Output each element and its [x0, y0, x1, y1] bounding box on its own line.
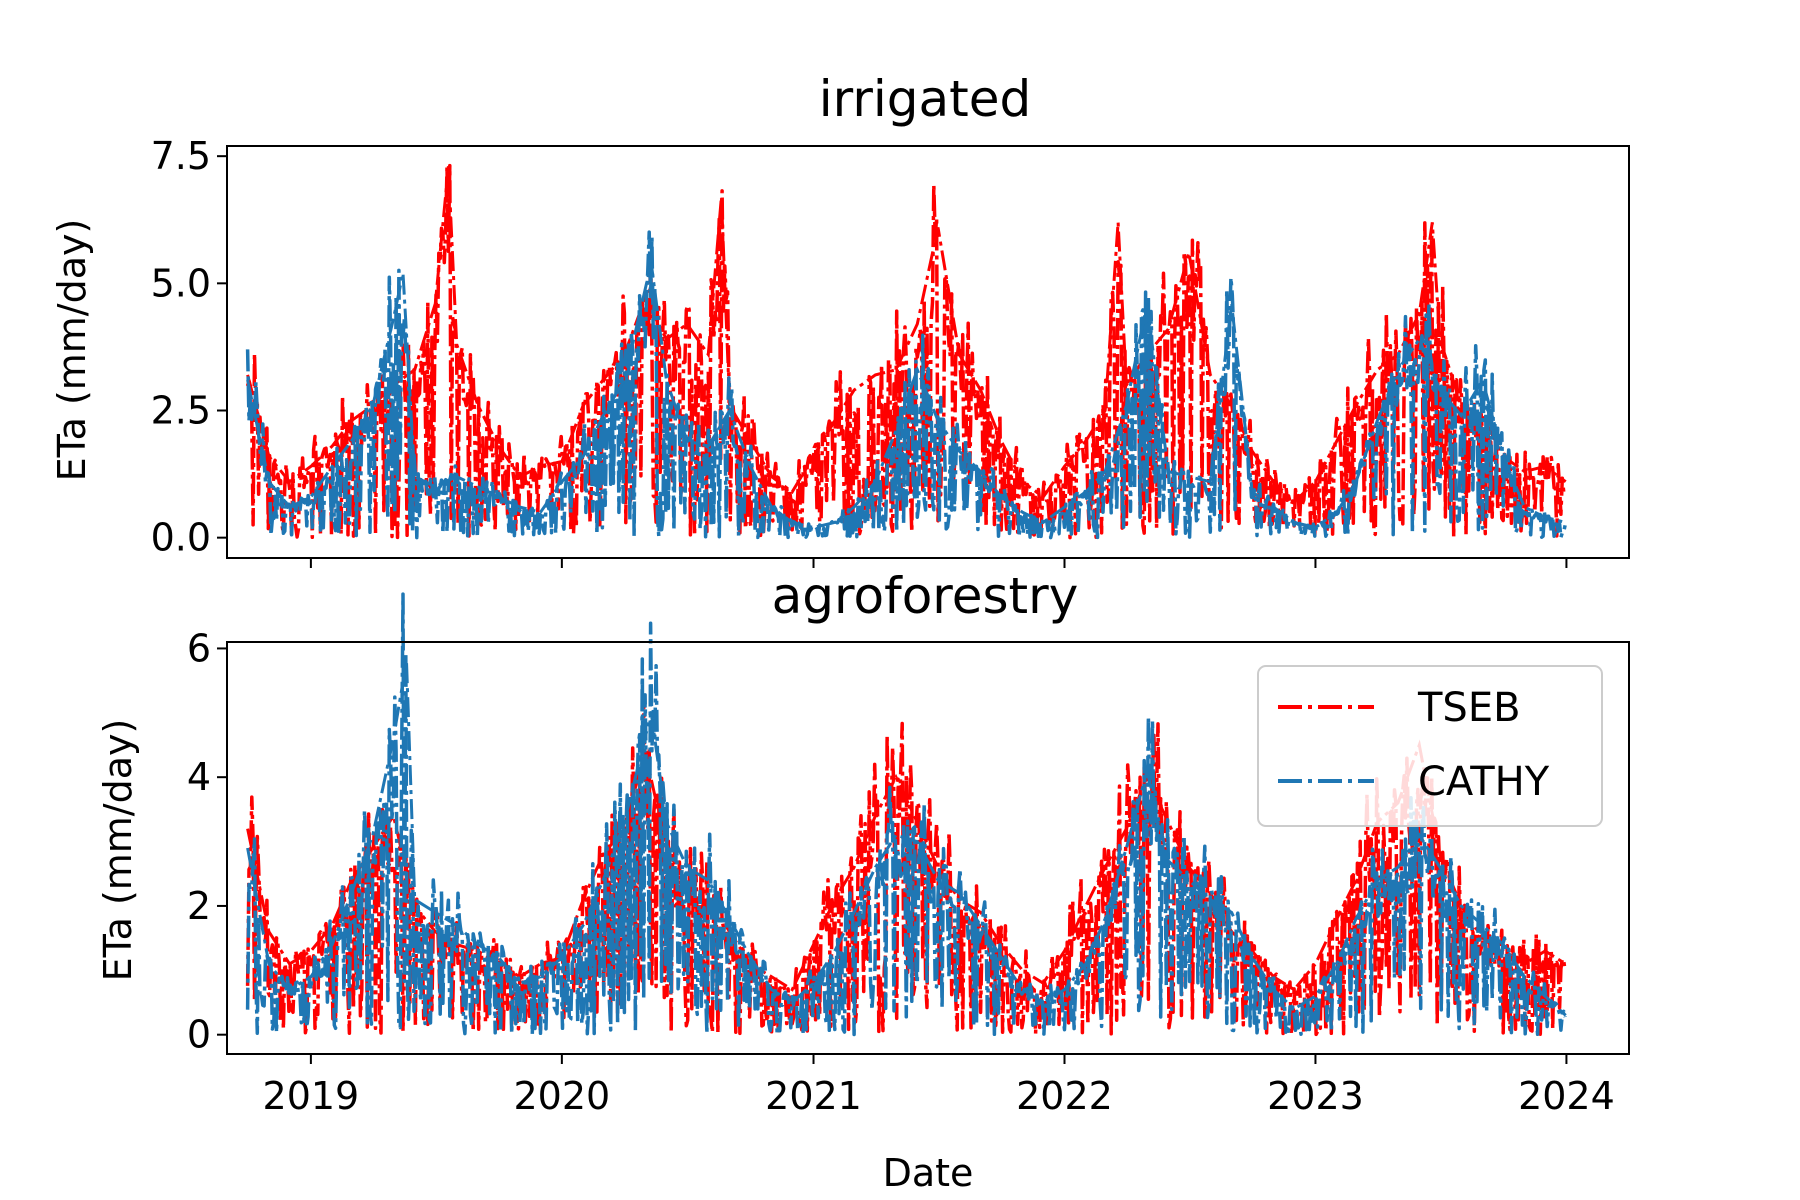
series-envelope-cathy	[246, 661, 1567, 1017]
x-ticks	[309, 558, 1568, 568]
panel-title: agroforestry	[772, 567, 1079, 625]
series-line-cathy	[245, 230, 1567, 540]
x-tick-label: 2019	[263, 1074, 360, 1118]
series-line-cathy	[245, 592, 1567, 1037]
x-tick-label: 2020	[513, 1074, 610, 1118]
y-tick-label: 2.5	[151, 388, 211, 432]
series-line-tseb	[245, 163, 1567, 540]
y-ticks: 0.0 2.5 5.0 7.5	[151, 134, 227, 560]
y-tick-label: 4	[187, 755, 211, 799]
y-tick-label: 2	[187, 884, 211, 928]
y-tick-label: 6	[187, 626, 211, 670]
plot-area	[245, 592, 1567, 1037]
x-axis-label: Date	[883, 1151, 974, 1195]
series-envelope-cathy	[246, 262, 1567, 530]
series-line-tseb	[245, 695, 1567, 1037]
y-axis-label: ETa (mm/day)	[50, 219, 94, 482]
x-ticks: 2019 2020 2021 2022 2023 2024	[263, 1054, 1615, 1118]
y-tick-label: 0	[187, 1013, 211, 1057]
plot-area	[245, 163, 1567, 540]
x-tick-label: 2023	[1267, 1074, 1364, 1118]
panel-irrigated: irrigated ETa (mm/day) 0.0 2.5 5.0 7.5	[50, 70, 1630, 568]
legend: TSEB CATHY	[1257, 665, 1603, 827]
panel-title: irrigated	[819, 70, 1032, 128]
legend-box	[1257, 665, 1603, 827]
y-tick-label: 7.5	[151, 134, 211, 178]
axes-frame	[226, 641, 1630, 1055]
x-tick-label: 2022	[1016, 1074, 1113, 1118]
x-tick-label: 2024	[1518, 1074, 1615, 1118]
series-envelope-tseb	[246, 166, 1567, 505]
y-axis-label: ETa (mm/day)	[96, 719, 140, 982]
axes-frame	[226, 145, 1630, 559]
x-tick-label: 2021	[765, 1074, 862, 1118]
y-ticks: 0 2 4 6	[187, 626, 227, 1057]
legend-label-cathy: CATHY	[1418, 759, 1550, 805]
y-tick-label: 0.0	[151, 516, 211, 560]
y-tick-label: 5.0	[151, 261, 211, 305]
legend-label-tseb: TSEB	[1417, 685, 1521, 731]
